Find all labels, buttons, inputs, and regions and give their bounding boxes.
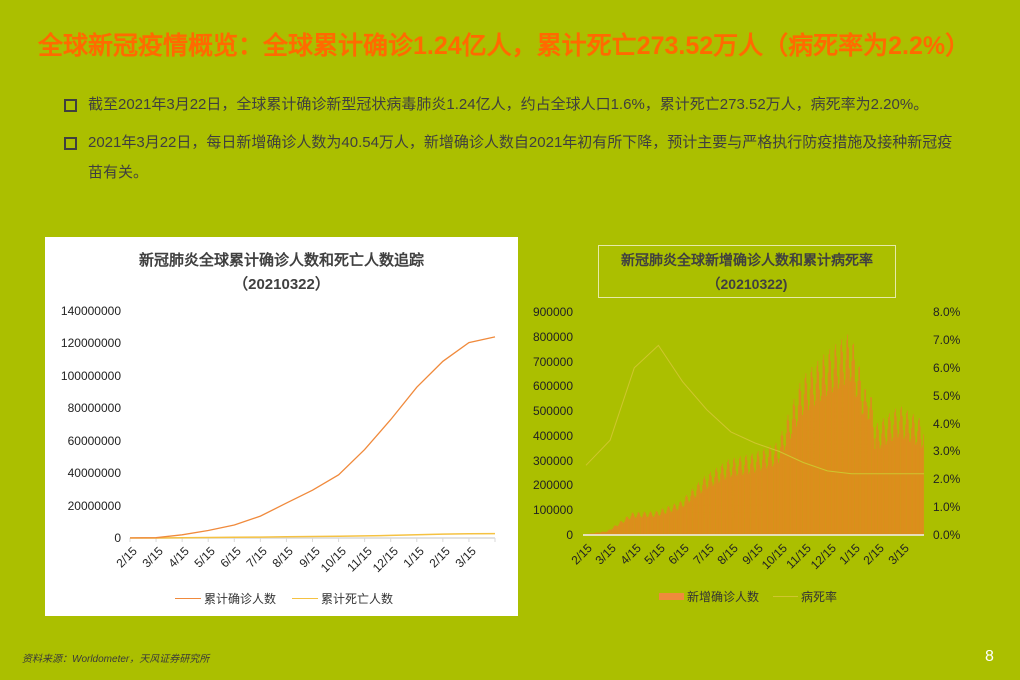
legend-cases: 累计确诊人数 <box>175 590 276 607</box>
chart-title: 新冠肺炎全球新增确诊人数和累计病死率 <box>621 252 873 268</box>
legend-label: 累计确诊人数 <box>204 592 277 606</box>
legend-line-icon <box>292 597 318 600</box>
legend-label: 病死率 <box>801 590 838 604</box>
bullet-item: 截至2021年3月22日，全球累计确诊新型冠状病毒肺炎1.24亿人，约占全球人口… <box>64 90 964 120</box>
y-tick-label: 2.0% <box>933 472 961 487</box>
chart-subtitle: （20210322) <box>706 276 788 292</box>
y-tick-label: 100000 <box>532 503 573 518</box>
cases-line <box>129 336 496 539</box>
square-bullet-icon <box>64 99 77 112</box>
chart-subtitle: （20210322） <box>233 276 330 293</box>
y-tick-label: 40000000 <box>67 466 121 481</box>
legend-line-icon <box>175 597 201 600</box>
bullet-list: 截至2021年3月22日，全球累计确诊新型冠状病毒肺炎1.24亿人，约占全球人口… <box>64 90 964 196</box>
y-tick-label: 120000000 <box>60 336 121 351</box>
source-note: 资料来源：Worldometer，天风证券研究所 <box>22 654 210 665</box>
legend-line-icon <box>773 596 798 597</box>
bullet-item: 2021年3月22日，每日新增确诊人数为40.54万人，新增确诊人数自2021年… <box>64 128 964 188</box>
legend-fatality-rate: 病死率 <box>773 588 837 605</box>
deaths-line <box>130 532 496 539</box>
page-title: 全球新冠疫情概览：全球累计确诊1.24亿人，累计死亡273.52万人（病死率为2… <box>38 32 971 60</box>
y-tick-label: 8.0% <box>933 305 961 319</box>
y-tick-label: 20000000 <box>67 498 121 513</box>
y-tick-label: 140000000 <box>60 304 121 318</box>
y-tick-label: 6.0% <box>933 360 961 375</box>
y-tick-label: 300000 <box>532 453 573 468</box>
y-tick-label: 800000 <box>532 329 573 344</box>
y-tick-label: 60000000 <box>67 433 121 448</box>
legend-bar-icon <box>659 593 684 600</box>
chart-title: 新冠肺炎全球累计确诊人数和死亡人数追踪 <box>138 252 424 269</box>
y-tick-label: 900000 <box>532 305 573 319</box>
y-tick-label: 0.0% <box>933 528 961 542</box>
fatality-rate-line <box>585 344 924 475</box>
y-tick-label: 3.0% <box>933 444 961 459</box>
new-cases-bars <box>583 334 924 535</box>
y-tick-label: 500000 <box>532 404 573 419</box>
y-tick-label: 200000 <box>532 478 573 493</box>
y-tick-label: 80000000 <box>67 401 121 416</box>
y-tick-label: 4.0% <box>933 416 961 431</box>
page-number: 8 <box>985 648 994 665</box>
y-tick-label: 7.0% <box>933 332 961 347</box>
right-chart-title-box: 新冠肺炎全球新增确诊人数和累计病死率 （20210322) <box>598 245 896 298</box>
legend-deaths: 累计死亡人数 <box>292 590 393 607</box>
legend-new-cases: 新增确诊人数 <box>659 588 759 605</box>
y-tick-label: 100000000 <box>60 368 121 383</box>
y-tick-label: 5.0% <box>933 388 961 403</box>
y-tick-label: 0 <box>114 531 121 545</box>
y-tick-label: 400000 <box>532 428 573 443</box>
legend-label: 累计死亡人数 <box>321 592 394 606</box>
square-bullet-icon <box>64 137 77 150</box>
y-tick-label: 0 <box>566 528 573 542</box>
y-tick-label: 600000 <box>532 379 573 394</box>
cumulative-cases-deaths-chart: 新冠肺炎全球累计确诊人数和死亡人数追踪 （20210322） <box>45 237 518 616</box>
legend-label: 新增确诊人数 <box>687 590 760 604</box>
bullet-text: 截至2021年3月22日，全球累计确诊新型冠状病毒肺炎1.24亿人，约占全球人口… <box>88 96 929 113</box>
y-tick-label: 700000 <box>532 354 573 369</box>
bullet-text: 2021年3月22日，每日新增确诊人数为40.54万人，新增确诊人数自2021年… <box>88 134 953 181</box>
y-tick-label: 1.0% <box>933 500 961 515</box>
